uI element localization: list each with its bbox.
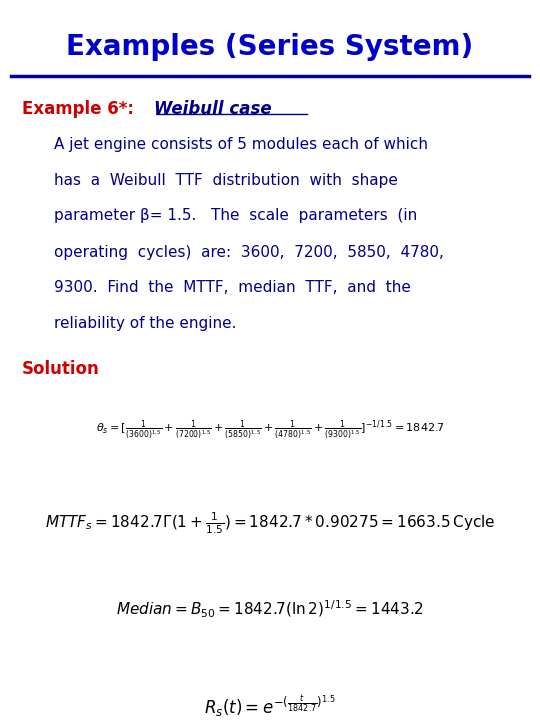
Text: has  a  Weibull  TTF  distribution  with  shape: has a Weibull TTF distribution with shap… [54,173,398,187]
Text: Example 6*:: Example 6*: [22,101,139,119]
Text: operating  cycles)  are:  3600,  7200,  5850,  4780,: operating cycles) are: 3600, 7200, 5850,… [54,245,444,259]
Text: $\theta_s = [\frac{1}{(3600)^{1.5}}+\frac{1}{(7200)^{1.5}}+\frac{1}{(5850)^{1.5}: $\theta_s = [\frac{1}{(3600)^{1.5}}+\fra… [96,418,444,441]
Text: parameter β= 1.5.   The  scale  parameters  (in: parameter β= 1.5. The scale parameters (… [54,209,417,223]
Text: A jet engine consists of 5 modules each of which: A jet engine consists of 5 modules each … [54,137,428,151]
Text: Examples (Series System): Examples (Series System) [66,33,474,60]
Text: reliability of the engine.: reliability of the engine. [54,317,237,331]
Text: $R_s(t) = e^{-(\frac{t}{1842.7})^{1.5}}$: $R_s(t) = e^{-(\frac{t}{1842.7})^{1.5}}$ [204,694,336,720]
Text: $\mathit{Median} = B_{50} = 1842.7(\ln 2)^{1/1.5} = 1443.2$: $\mathit{Median} = B_{50} = 1842.7(\ln 2… [117,599,423,621]
Text: Solution: Solution [22,359,99,377]
Text: $\mathit{MTTF}_s = 1842.7\Gamma(1+\frac{1}{1.5}) = 1842.7 * 0.90275 = 1663.5\,\m: $\mathit{MTTF}_s = 1842.7\Gamma(1+\frac{… [45,510,495,536]
Text: Weibull case: Weibull case [154,101,272,119]
Text: 9300.  Find  the  MTTF,  median  TTF,  and  the: 9300. Find the MTTF, median TTF, and the [54,281,411,295]
